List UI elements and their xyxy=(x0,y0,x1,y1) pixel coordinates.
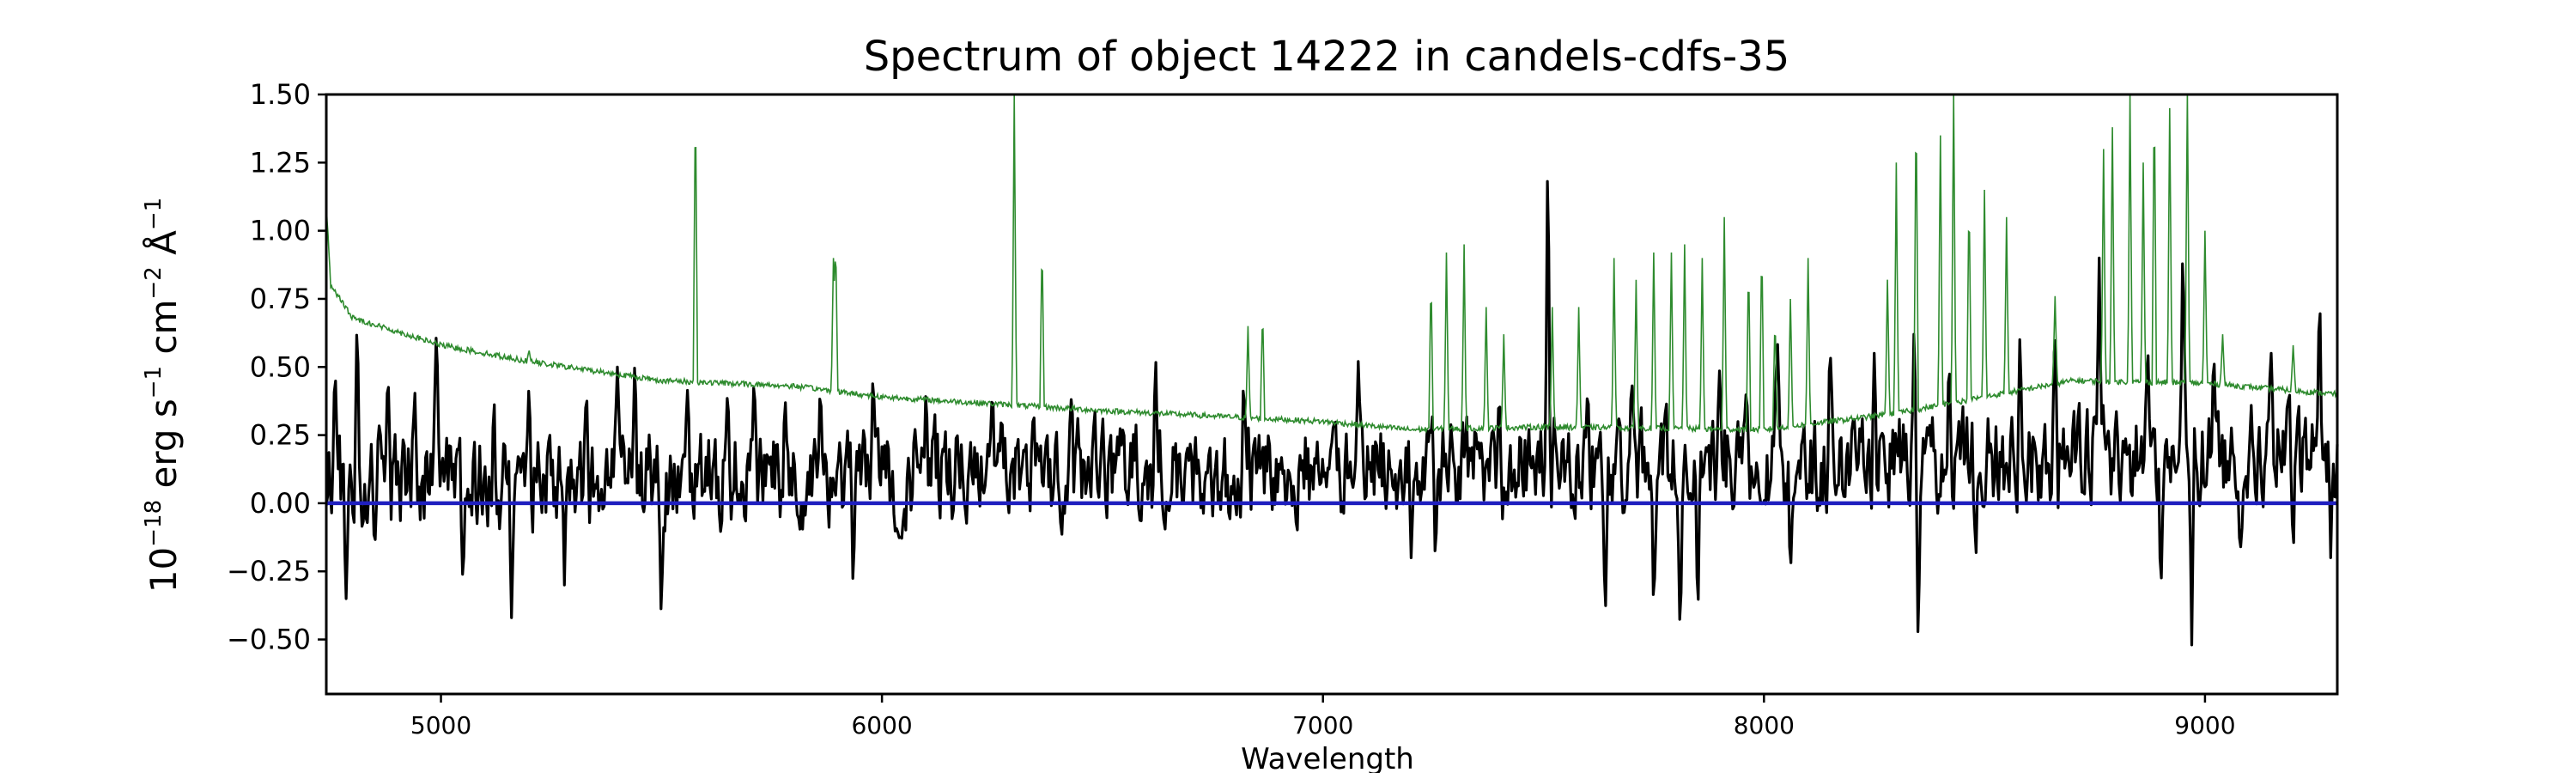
plot-frame xyxy=(325,93,2339,696)
x-tick-label: 5000 xyxy=(410,711,471,740)
x-tick-label: 9000 xyxy=(2174,711,2235,740)
model-spectrum-line xyxy=(325,94,2338,435)
ylabel-s-exponent: −1 xyxy=(141,366,167,399)
ylabel-cm-exponent: −2 xyxy=(141,266,167,299)
spectrum-curves xyxy=(325,94,2339,647)
ylabel-angstrom-exponent: −1 xyxy=(141,198,167,230)
y-tick-label: 0.75 xyxy=(250,283,311,315)
ylabel-exponent: −18 xyxy=(141,500,167,547)
ylabel-cm: cm xyxy=(143,300,185,366)
y-tick-label: 0.25 xyxy=(250,419,311,452)
y-axis-label: 10−18 erg s−1 cm−2 Å−1 xyxy=(141,198,185,593)
axis-ticks: −0.50 −0.25 0.00 0.25 0.50 0.75 1.00 1.25 1.50 50… xyxy=(227,78,2236,740)
y-tick-label: 1.00 xyxy=(250,215,311,247)
x-tick-label: 8000 xyxy=(1734,711,1795,740)
ylabel-base: 10 xyxy=(143,547,185,593)
y-tick-label: −0.50 xyxy=(227,624,311,656)
x-tick-label: 7000 xyxy=(1292,711,1353,740)
ylabel-units: erg s xyxy=(143,399,185,500)
y-tick-label: 0.50 xyxy=(250,350,311,383)
y-tick-label: 1.50 xyxy=(250,78,311,111)
x-axis-label: Wavelength xyxy=(1241,742,1414,773)
ylabel-angstrom: Å xyxy=(142,230,185,266)
observed-spectrum-line xyxy=(325,180,2339,647)
y-tick-label: 1.25 xyxy=(250,146,311,179)
y-tick-label: −0.25 xyxy=(227,555,311,587)
y-tick-label: 0.00 xyxy=(250,487,311,520)
x-tick-label: 6000 xyxy=(851,711,912,740)
chart-title: Spectrum of object 14222 in candels-cdfs… xyxy=(864,33,1790,81)
